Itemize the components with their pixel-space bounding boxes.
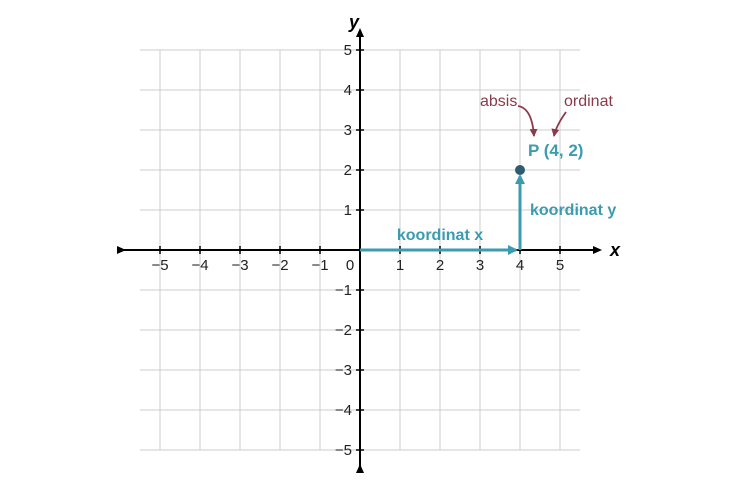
koordinat-x-label: koordinat x: [397, 227, 483, 244]
svg-text:−2: −2: [335, 322, 352, 339]
svg-text:5: 5: [556, 257, 564, 274]
koordinat-y-label: koordinat y: [530, 202, 616, 219]
svg-text:−3: −3: [231, 257, 248, 274]
svg-text:2: 2: [344, 162, 352, 179]
svg-text:5: 5: [344, 42, 352, 59]
svg-text:−3: −3: [335, 362, 352, 379]
x-axis-label: x: [609, 240, 621, 260]
point-p: [515, 165, 525, 175]
cartesian-diagram: −5 −4 −3 −2 −1 1 2 3 4 5 −5 −4 −3 −2 −1 1 2 3 4 5 0 x y koo…: [0, 0, 750, 500]
svg-text:3: 3: [344, 122, 352, 139]
svg-text:−5: −5: [151, 257, 168, 274]
svg-text:2: 2: [436, 257, 444, 274]
svg-text:−5: −5: [335, 442, 352, 459]
svg-text:4: 4: [516, 257, 524, 274]
svg-text:1: 1: [344, 202, 352, 219]
ordinat-label: ordinat: [564, 93, 613, 110]
y-axis-label: y: [348, 12, 360, 32]
svg-text:3: 3: [476, 257, 484, 274]
origin-label: 0: [346, 257, 354, 274]
svg-text:−4: −4: [335, 402, 352, 419]
svg-text:−2: −2: [271, 257, 288, 274]
svg-text:−1: −1: [335, 282, 352, 299]
svg-text:1: 1: [396, 257, 404, 274]
absis-label: absis: [480, 93, 517, 110]
point-p-label: P (4, 2): [528, 141, 583, 160]
svg-text:−4: −4: [191, 257, 208, 274]
svg-text:−1: −1: [311, 257, 328, 274]
svg-text:4: 4: [344, 82, 352, 99]
